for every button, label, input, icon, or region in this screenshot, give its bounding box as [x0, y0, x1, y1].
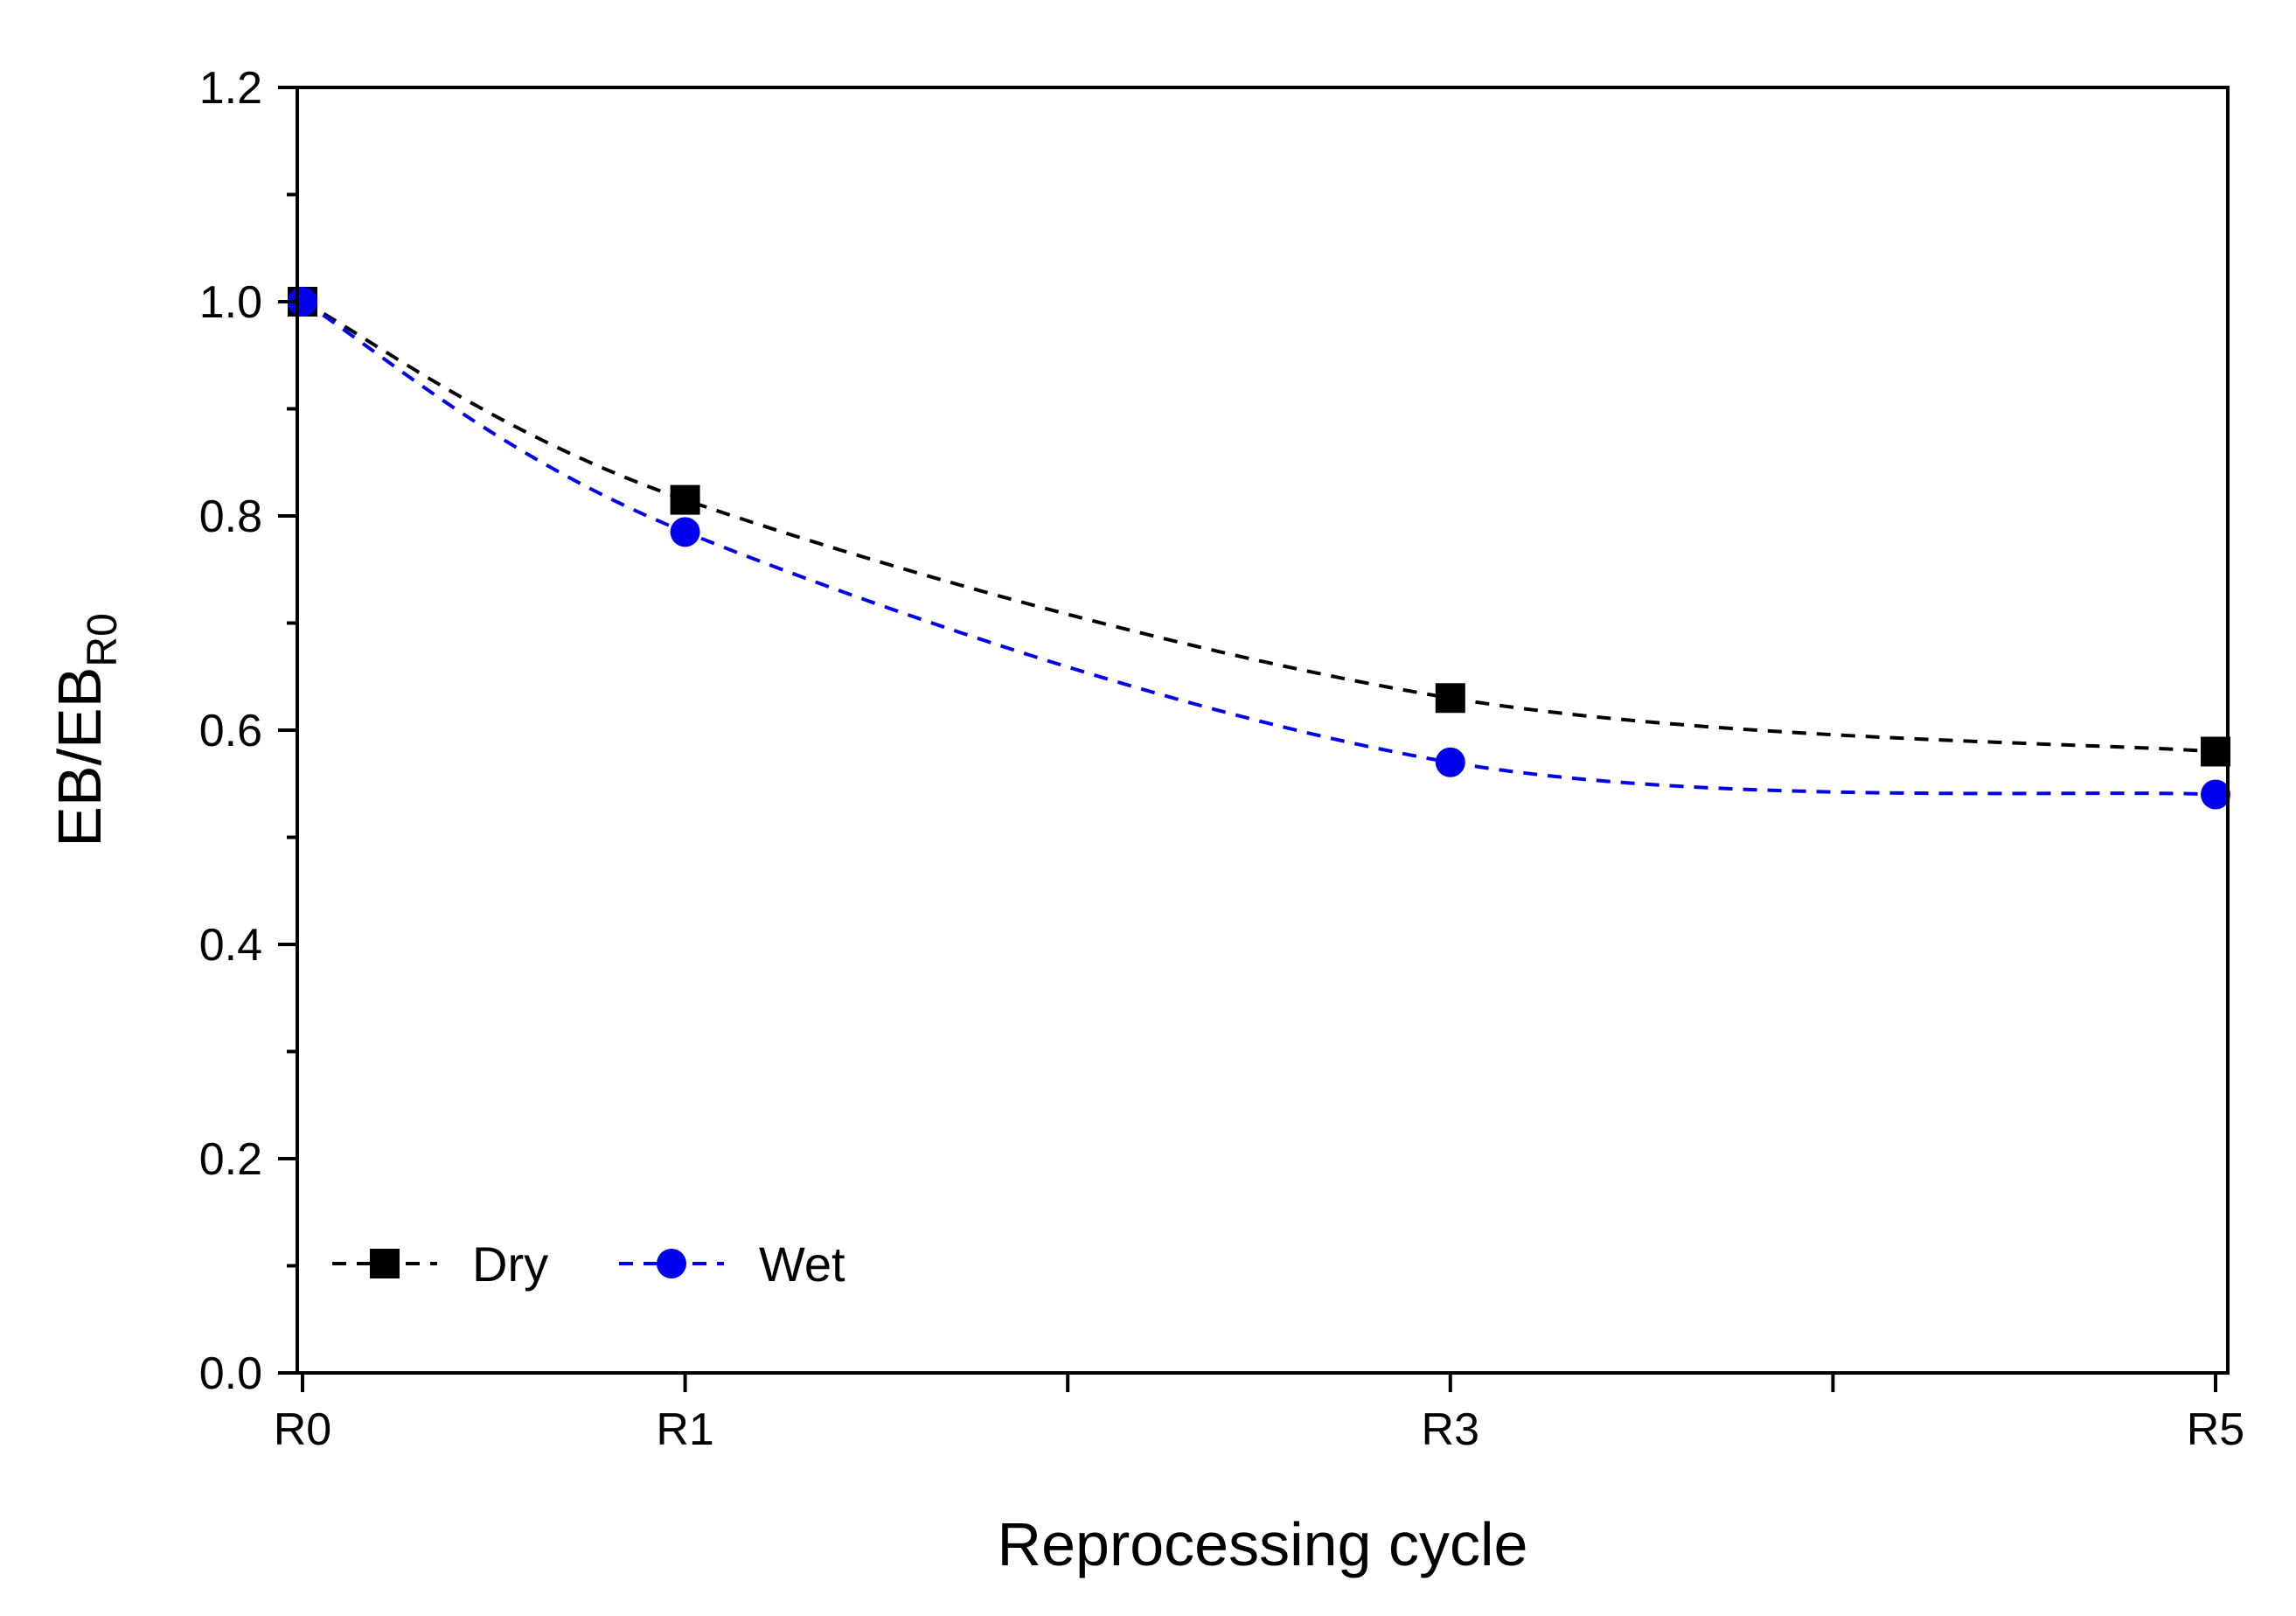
data-point-wet: [2201, 779, 2230, 810]
x-tick-label: R5: [2187, 1404, 2244, 1455]
legend: Dry Wet: [332, 1236, 845, 1292]
y-tick-label: 0.2: [199, 1134, 262, 1185]
x-tick-label: R0: [274, 1404, 331, 1455]
axes-layer: 0.0 0.2 0.4 0.6 0.8 1.0 1.2 R0 R1 R3 R5: [199, 63, 2245, 1455]
legend-label-dry: Dry: [472, 1236, 548, 1292]
y-tick-label: 0.6: [199, 706, 262, 756]
legend-label-wet: Wet: [759, 1236, 845, 1292]
data-point-dry: [2201, 736, 2230, 767]
legend-marker-wet: [657, 1249, 686, 1278]
y-axis-title: EB/EBR0: [45, 613, 126, 847]
y-tick-label: 0.4: [199, 920, 262, 971]
series-line-wet: [301, 300, 2216, 797]
x-axis-title: Reprocessing cycle: [998, 1510, 1528, 1578]
y-tick-label: 1.2: [199, 63, 262, 114]
y-axis-title-main: EB/EB: [45, 667, 114, 847]
y-tick-label: 1.0: [199, 277, 262, 328]
data-point-dry: [1435, 683, 1465, 714]
legend-marker-dry: [370, 1249, 400, 1278]
x-tick-label: R1: [656, 1404, 713, 1455]
data-point-wet: [1435, 747, 1465, 777]
y-tick-label: 0.0: [199, 1348, 262, 1399]
plot-content: [288, 287, 2230, 810]
data-point-dry: [670, 484, 700, 515]
x-tick-label: R3: [1422, 1404, 1479, 1455]
data-point-wet: [670, 517, 700, 547]
y-tick-label: 0.8: [199, 491, 262, 542]
y-axis-title-subscript: R0: [80, 613, 126, 666]
data-point-wet: [288, 287, 317, 317]
